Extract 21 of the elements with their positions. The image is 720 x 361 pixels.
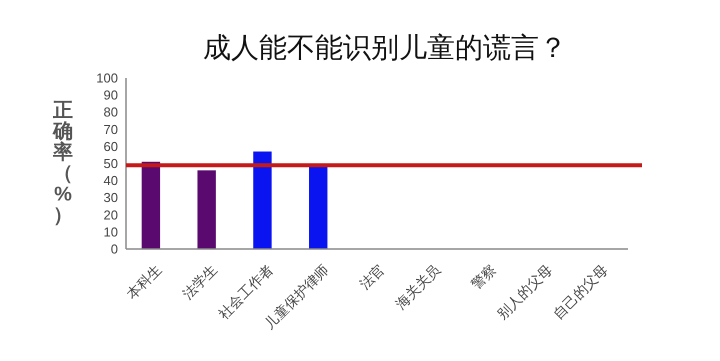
- y-axis-title: 正确率（%）: [52, 100, 73, 226]
- y-tick-label: 60: [104, 138, 118, 154]
- y-tick-label: 50: [104, 156, 118, 171]
- x-tick-label: 法官: [356, 261, 388, 292]
- x-tick-label: 本科生: [123, 261, 164, 302]
- y-tick-label: 20: [104, 207, 118, 222]
- x-tick-label: 海关关员: [392, 261, 444, 312]
- bar: [142, 162, 160, 249]
- bar: [309, 166, 328, 249]
- y-tick-label: 90: [104, 88, 118, 103]
- y-tick-label: 30: [104, 190, 118, 206]
- y-tick-label: 10: [104, 224, 118, 240]
- y-tick-label: 70: [104, 122, 118, 137]
- chart-title: 成人能不能识别儿童的谎言？: [203, 32, 567, 63]
- y-tick-label: 80: [104, 104, 118, 120]
- y-tick-label: 100: [96, 70, 118, 86]
- bar: [197, 170, 216, 249]
- bar: [253, 152, 272, 249]
- y-tick-label: 40: [104, 173, 118, 188]
- x-tick-label: 法学生: [179, 261, 220, 302]
- y-tick-label: 0: [110, 242, 118, 256]
